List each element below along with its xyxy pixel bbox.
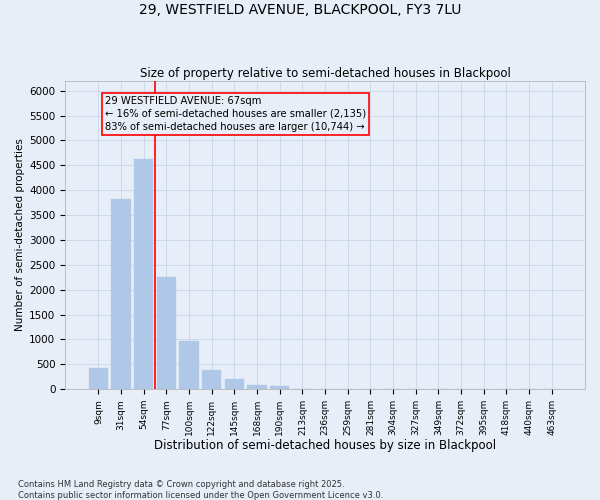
Y-axis label: Number of semi-detached properties: Number of semi-detached properties bbox=[15, 138, 25, 332]
Bar bbox=[270, 386, 289, 389]
Bar bbox=[89, 368, 108, 389]
Bar bbox=[247, 386, 267, 389]
Text: Contains HM Land Registry data © Crown copyright and database right 2025.
Contai: Contains HM Land Registry data © Crown c… bbox=[18, 480, 383, 500]
Bar bbox=[225, 379, 244, 389]
Bar bbox=[112, 199, 131, 389]
Bar bbox=[202, 370, 221, 389]
Text: 29, WESTFIELD AVENUE, BLACKPOOL, FY3 7LU: 29, WESTFIELD AVENUE, BLACKPOOL, FY3 7LU bbox=[139, 2, 461, 16]
Bar bbox=[179, 341, 199, 389]
X-axis label: Distribution of semi-detached houses by size in Blackpool: Distribution of semi-detached houses by … bbox=[154, 440, 496, 452]
Text: 29 WESTFIELD AVENUE: 67sqm
← 16% of semi-detached houses are smaller (2,135)
83%: 29 WESTFIELD AVENUE: 67sqm ← 16% of semi… bbox=[105, 96, 367, 132]
Bar bbox=[157, 278, 176, 389]
Bar bbox=[134, 160, 154, 389]
Title: Size of property relative to semi-detached houses in Blackpool: Size of property relative to semi-detach… bbox=[140, 66, 511, 80]
